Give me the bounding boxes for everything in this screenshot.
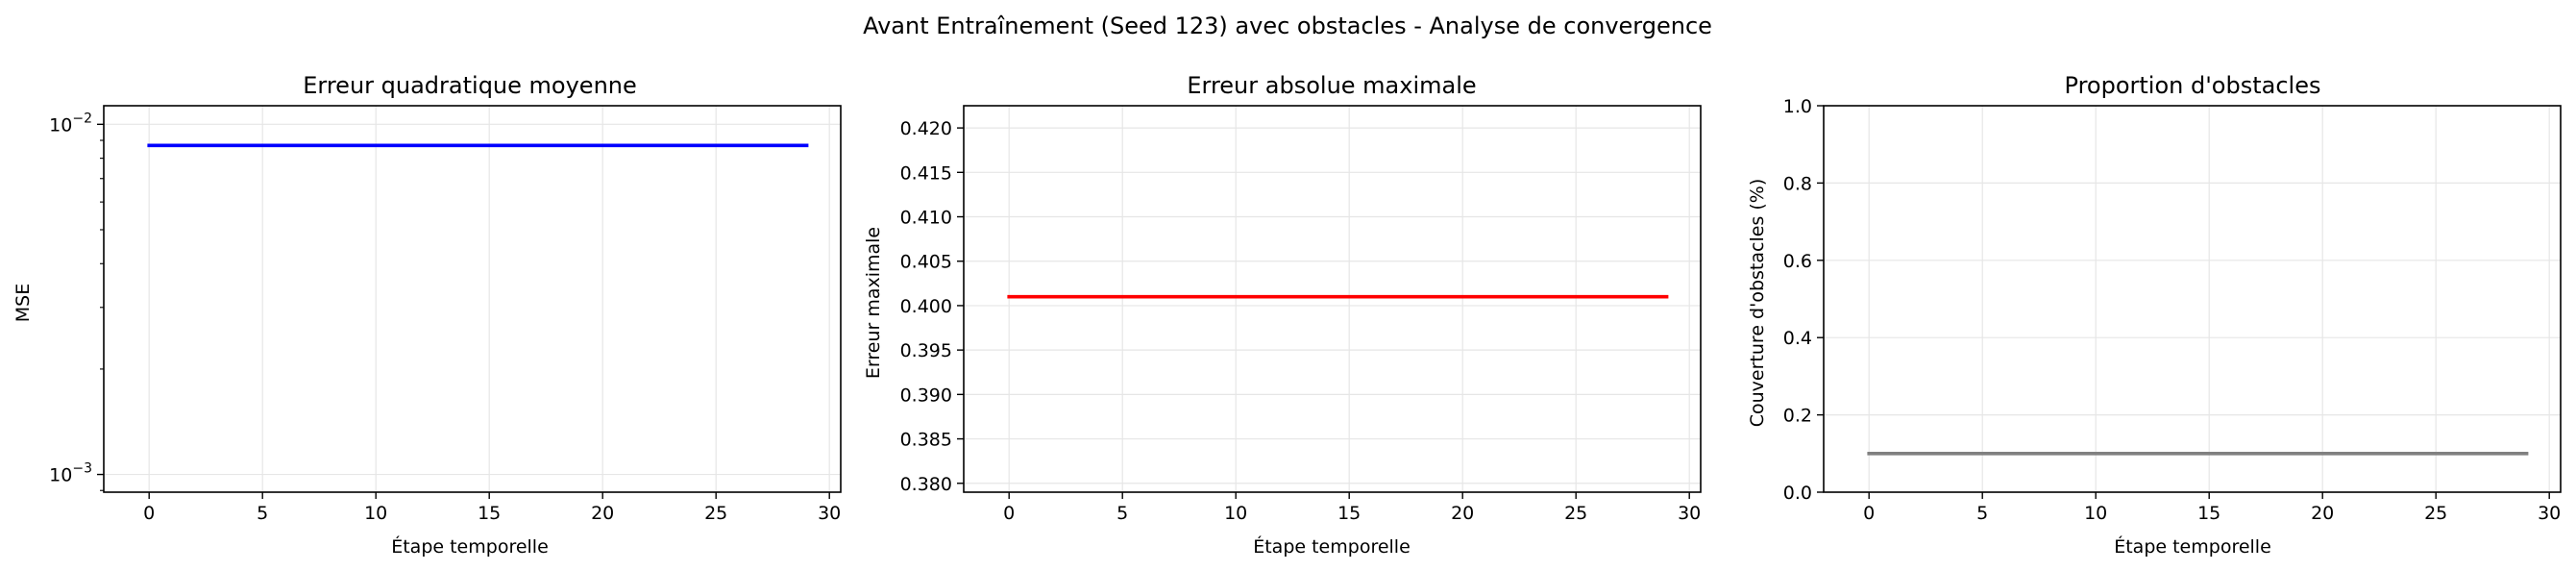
subplot-title: Erreur absolue maximale [1187, 72, 1476, 99]
x-tick-label: 25 [2424, 503, 2447, 524]
axes-frame [1823, 105, 2562, 493]
y-tick-label: 0.380 [900, 474, 952, 495]
y-axis-label: MSE [12, 284, 34, 322]
figure-suptitle: Avant Entraînement (Seed 123) avec obsta… [863, 12, 1712, 39]
x-axis-label: Étape temporelle [391, 535, 549, 558]
x-tick-label: 30 [2538, 503, 2561, 524]
x-axis-label: Étape temporelle [1253, 535, 1411, 558]
y-axis-label: Erreur maximale [863, 227, 884, 379]
y-axis-label: Couverture d'obstacles (%) [1747, 179, 1768, 428]
y-tick-label: 10−2 [49, 111, 92, 136]
subplot-title: Proportion d'obstacles [2065, 72, 2321, 99]
axes-frame [103, 105, 842, 493]
subplot-max-error: Erreur absolue maximale Étape temporelle… [863, 72, 1702, 558]
x-axis-label: Étape temporelle [2114, 535, 2271, 558]
x-tick-label: 15 [2197, 503, 2220, 524]
y-tick-label: 0.385 [900, 430, 952, 451]
x-tick-label: 20 [1451, 503, 1474, 524]
subplot-title: Erreur quadratique moyenne [303, 72, 637, 99]
y-tick-label: 0.410 [900, 208, 952, 229]
x-tick-label: 25 [704, 503, 727, 524]
x-tick-label: 30 [1678, 503, 1701, 524]
x-tick-label: 10 [364, 503, 387, 524]
x-tick-label: 15 [478, 503, 501, 524]
x-tick-label: 0 [1003, 503, 1015, 524]
y-tick-label: 0.4 [1783, 328, 1812, 349]
y-tick-label: 0.8 [1783, 173, 1812, 194]
y-tick-label: 0.6 [1783, 251, 1812, 272]
x-tick-label: 10 [1224, 503, 1247, 524]
y-tick-label: 0.0 [1783, 483, 1812, 504]
x-tick-label: 30 [818, 503, 841, 524]
subplot-obstacle-proportion: Proportion d'obstacles Étape temporelle … [1747, 72, 2562, 558]
x-tick-label: 5 [257, 503, 268, 524]
x-tick-label: 0 [143, 503, 155, 524]
y-tick-label: 0.395 [900, 340, 952, 361]
x-tick-label: 0 [1863, 503, 1875, 524]
x-tick-label: 15 [1337, 503, 1361, 524]
y-tick-label: 0.420 [900, 118, 952, 139]
x-tick-label: 20 [2311, 503, 2334, 524]
y-tick-label: 0.400 [900, 296, 952, 317]
x-tick-label: 25 [1564, 503, 1587, 524]
x-tick-label: 5 [1116, 503, 1128, 524]
x-tick-label: 5 [1976, 503, 1988, 524]
y-tick-label: 10−3 [49, 461, 92, 486]
y-tick-label: 0.405 [900, 252, 952, 273]
y-tick-label: 1.0 [1783, 96, 1812, 117]
x-tick-label: 20 [591, 503, 614, 524]
axes-frame [963, 105, 1702, 493]
y-tick-label: 0.390 [900, 385, 952, 406]
y-tick-label: 0.2 [1783, 406, 1812, 427]
x-tick-label: 10 [2084, 503, 2107, 524]
subplot-mse: Erreur quadratique moyenne Étape tempore… [12, 72, 842, 558]
y-tick-label: 0.415 [900, 162, 952, 184]
